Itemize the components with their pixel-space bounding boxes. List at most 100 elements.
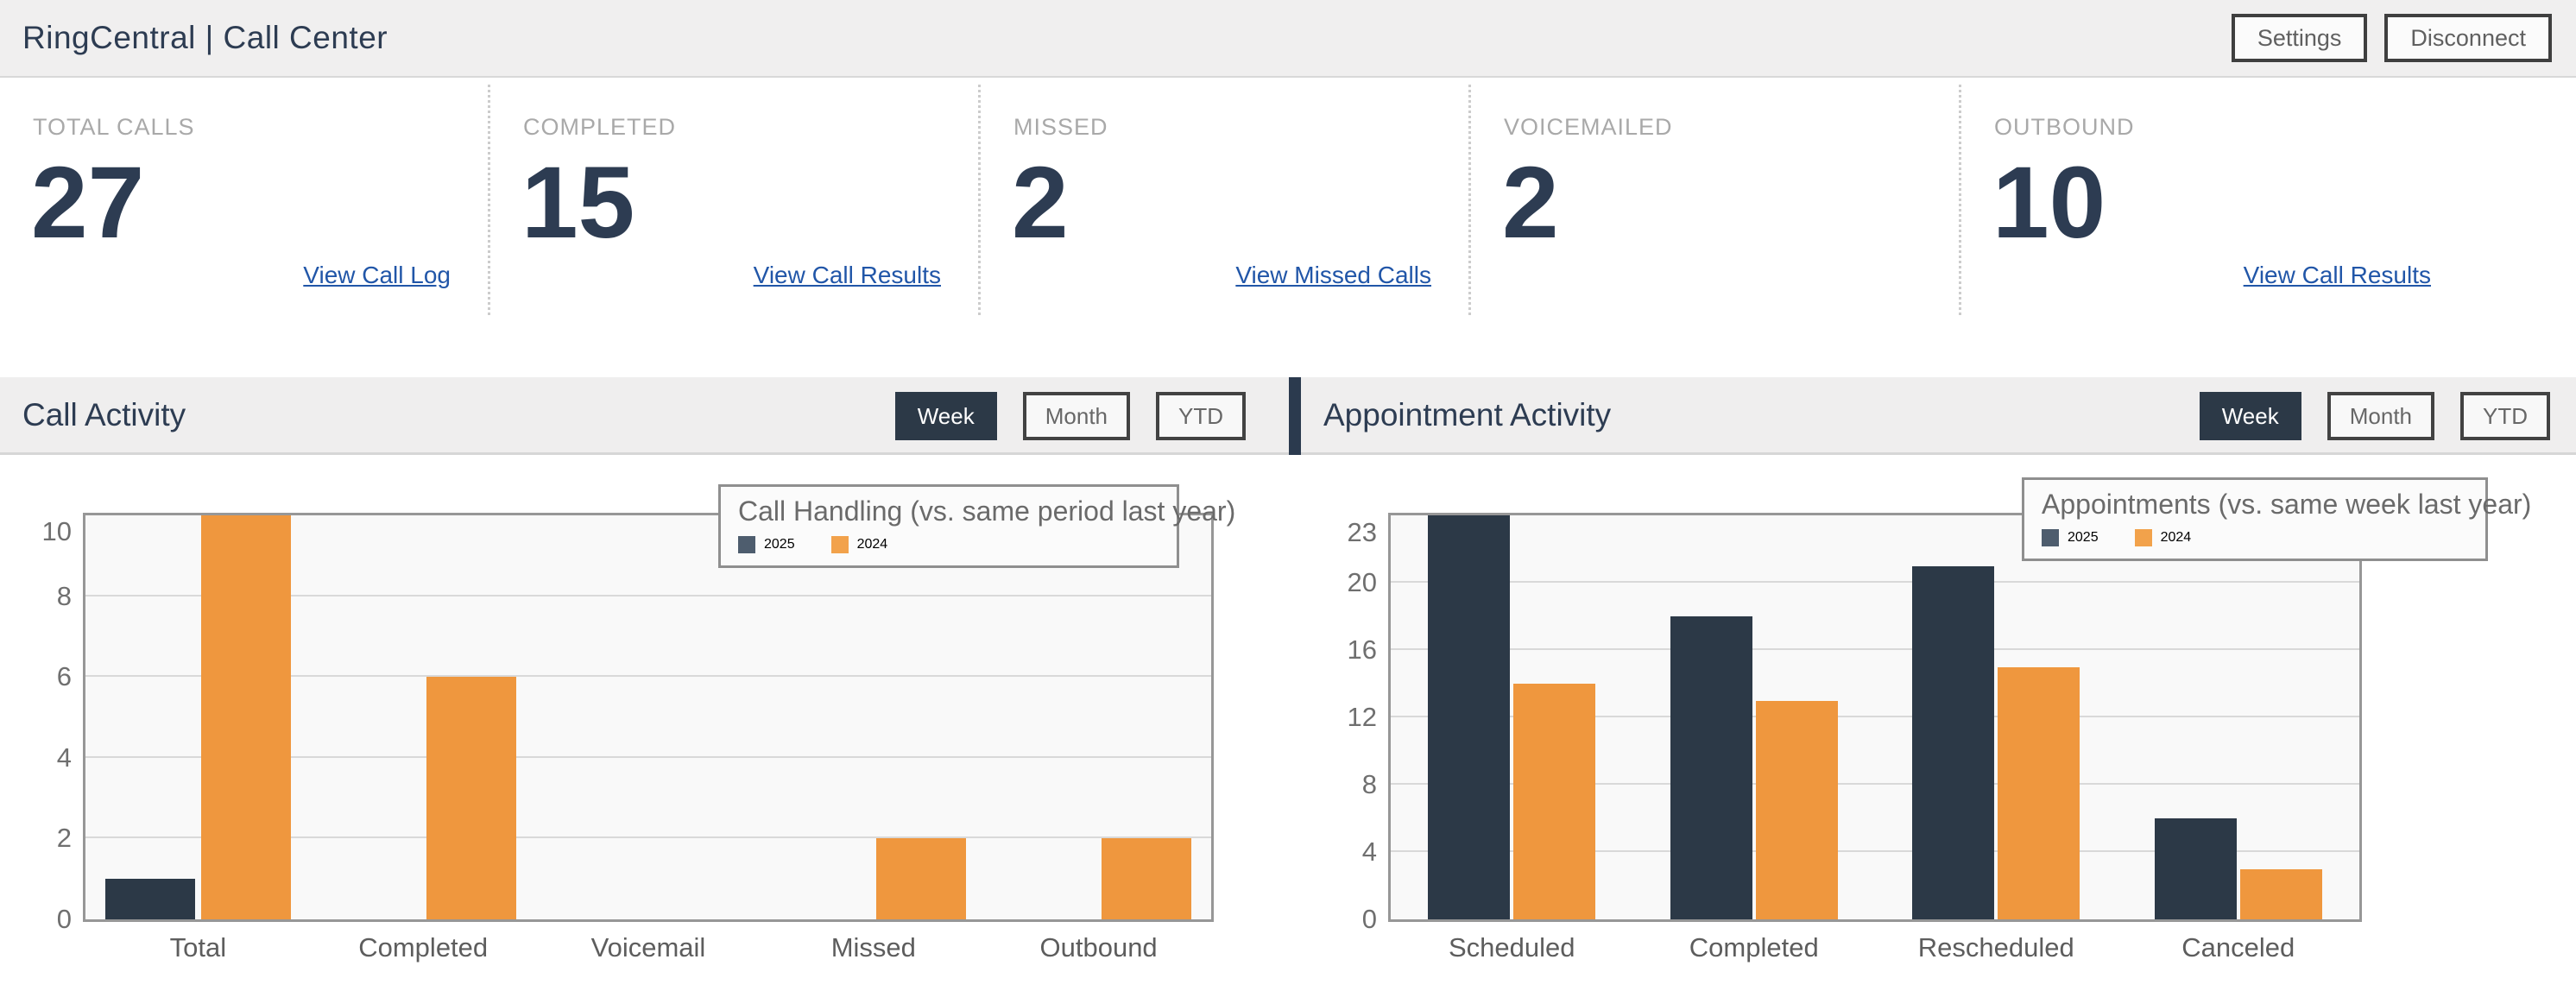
y-axis-tick-label: 23 <box>1347 516 1377 547</box>
legend-label-2024: 2024 <box>2160 530 2192 545</box>
y-axis-tick-label: 2 <box>56 823 72 854</box>
page-title: RingCentral | Call Center <box>22 20 388 55</box>
appointment-activity-range-buttons: Week Month YTD <box>2199 392 2550 440</box>
bar-group-canceled <box>2118 515 2360 919</box>
y-axis-tick-label: 4 <box>1361 836 1377 868</box>
appointment-chart-legend: Appointments (vs. same week last year) 2… <box>2022 477 2532 561</box>
stat-label: COMPLETED <box>523 114 677 140</box>
gridline <box>1391 648 2359 651</box>
legend-item-2025: 2025 <box>2042 529 2099 546</box>
y-axis-tick-label: 20 <box>1347 567 1377 597</box>
bar-group-total <box>85 515 311 919</box>
bar-2024-total <box>200 515 291 919</box>
stat-value: 2 <box>1012 146 1069 260</box>
bar-2025-canceled <box>2154 818 2237 919</box>
gridline <box>85 594 1211 596</box>
stat-value: 10 <box>1992 146 2106 260</box>
view-call-log-link[interactable]: View Call Log <box>303 262 451 288</box>
stat-value: 27 <box>31 146 145 260</box>
appointment-activity-chart-plot: 0 4 8 12 16 20 23 Scheduled Completed Rescheduled… <box>1348 513 2362 963</box>
x-axis-label-total: Total <box>169 932 227 963</box>
x-axis-label-completed: Completed <box>1689 932 1819 963</box>
call-activity-chart-plot: 0 2 4 6 8 10 Total Completed Voicemail Missed Outb… <box>42 513 1214 963</box>
legend-swatch-2025 <box>738 536 755 553</box>
bar-group-rescheduled <box>1875 515 2118 919</box>
plot-bars <box>1391 515 2359 919</box>
top-bar-actions: Settings Disconnect <box>2231 14 2552 62</box>
legend-label-2025: 2025 <box>2068 530 2099 545</box>
y-axis-tick-label: 6 <box>56 661 72 692</box>
x-axis-label-canceled: Canceled <box>2181 932 2295 963</box>
x-axis-label-completed: Completed <box>358 932 489 963</box>
bar-2025-rescheduled <box>1912 565 1995 919</box>
x-axis-label-missed: Missed <box>830 932 916 963</box>
bar-2025-completed <box>1670 616 1752 919</box>
view-call-results-link[interactable]: View Call Results <box>753 262 941 288</box>
x-axis-label-scheduled: Scheduled <box>1448 932 1575 963</box>
gridline <box>1391 783 2359 786</box>
legend-item-2025: 2025 <box>738 536 795 553</box>
charts-area: 0 2 4 6 8 10 Total Completed Voicemail Missed Outb… <box>0 455 2576 991</box>
call-activity-title: Call Activity <box>22 396 186 432</box>
bar-group-completed <box>311 515 536 919</box>
legend-items: 2025 2024 <box>738 536 1159 553</box>
bar-group-scheduled <box>1391 515 1633 919</box>
view-call-results-link[interactable]: View Call Results <box>2243 262 2431 288</box>
y-axis-tick-label: 8 <box>56 580 72 611</box>
stat-value: 2 <box>1502 146 1559 260</box>
call-ytd-button[interactable]: YTD <box>1156 392 1246 440</box>
gridline <box>85 755 1211 758</box>
section-bands: Call Activity Week Month YTD Appointment… <box>0 377 2576 455</box>
bar-2024-scheduled <box>1513 684 1596 919</box>
call-week-button[interactable]: Week <box>894 392 997 440</box>
stat-label: TOTAL CALLS <box>33 114 195 140</box>
stat-card-total-calls: TOTAL CALLS 27 View Call Log <box>0 78 490 377</box>
stat-card-completed: COMPLETED 15 View Call Results <box>490 78 981 377</box>
plot-bars <box>85 515 1211 919</box>
stats-row: TOTAL CALLS 27 View Call Log COMPLETED 1… <box>0 78 2576 377</box>
legend-label-2024: 2024 <box>856 537 888 552</box>
settings-button[interactable]: Settings <box>2231 14 2368 62</box>
call-activity-header: Call Activity Week Month YTD <box>0 377 1289 455</box>
x-axis-label-rescheduled: Rescheduled <box>1917 932 2074 963</box>
bar-group-completed <box>1633 515 1876 919</box>
stat-label: MISSED <box>1013 114 1108 140</box>
y-axis-tick-label: 4 <box>56 742 72 773</box>
gridline <box>1391 850 2359 853</box>
stat-card-missed: MISSED 2 View Missed Calls <box>981 78 1471 377</box>
legend-swatch-2024 <box>2134 529 2152 546</box>
gridline <box>85 675 1211 678</box>
x-axis-label-voicemail: Voicemail <box>590 932 706 963</box>
y-axis-tick-label: 16 <box>1347 634 1377 666</box>
bar-group-missed <box>761 515 986 919</box>
view-missed-calls-link[interactable]: View Missed Calls <box>1235 262 1431 288</box>
stat-card-voicemailed: VOICEMAILED 2 <box>1471 78 1961 377</box>
y-axis-tick-label: 0 <box>56 904 72 934</box>
y-axis-tick-label: 0 <box>1361 904 1377 934</box>
stat-label: OUTBOUND <box>1994 114 2135 140</box>
bar-group-outbound <box>986 515 1211 919</box>
bar-2024-missed <box>876 838 967 919</box>
bar-2024-canceled <box>2239 868 2322 919</box>
top-bar: RingCentral | Call Center Settings Disco… <box>0 0 2576 78</box>
call-month-button[interactable]: Month <box>1022 392 1130 440</box>
y-axis-tick-label: 8 <box>1361 769 1377 800</box>
stat-value: 15 <box>521 146 635 260</box>
gridline <box>1391 716 2359 717</box>
bar-2024-rescheduled <box>1998 666 2080 919</box>
disconnect-button[interactable]: Disconnect <box>2384 14 2552 62</box>
legend-swatch-2024 <box>830 536 849 553</box>
legend-item-2024: 2024 <box>830 536 888 553</box>
x-axis-labels: Scheduled Completed Rescheduled Canceled <box>1391 932 2359 963</box>
appointment-week-button[interactable]: Week <box>2199 392 2301 440</box>
appointment-chart-legend-title: Appointments (vs. same week last year) <box>2042 489 2532 520</box>
appointment-month-button[interactable]: Month <box>2327 392 2434 440</box>
appointment-ytd-button[interactable]: YTD <box>2460 392 2550 440</box>
bar-2025-scheduled <box>1428 515 1511 919</box>
call-chart-legend-title: Call Handling (vs. same period last year… <box>738 496 1236 527</box>
stat-card-outbound: OUTBOUND 10 View Call Results <box>1961 78 2576 377</box>
call-activity-range-buttons: Week Month YTD <box>894 392 1246 440</box>
section-divider-bar <box>1289 377 1301 455</box>
bar-2024-completed <box>426 677 516 919</box>
